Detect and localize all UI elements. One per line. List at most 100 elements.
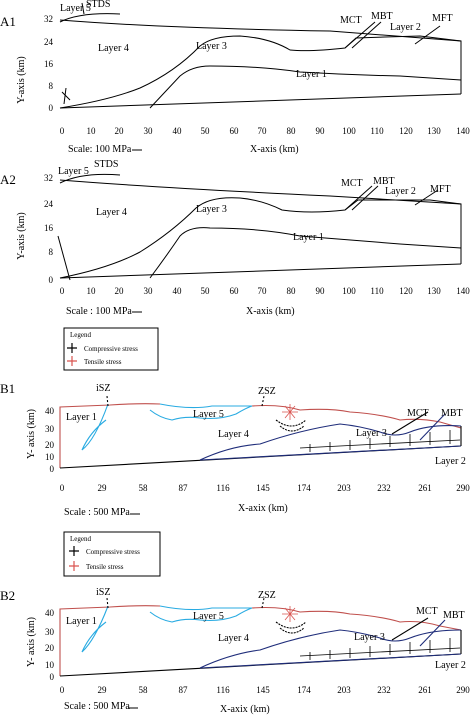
a1-mct-fault: [344, 21, 376, 49]
panel-a1-ylabel: Y-axis (km): [16, 56, 27, 104]
a2-label-layer4: Layer 4: [96, 207, 127, 218]
a1-xtick-20: 20: [115, 126, 125, 136]
b1-label-layer1: Layer 1: [66, 412, 97, 423]
b2-ytick-20: 20: [45, 643, 55, 653]
a1-ytick-16: 16: [44, 59, 54, 69]
b1-ytick-10: 10: [45, 452, 55, 462]
b2-label-layer2: Layer 2: [435, 660, 466, 671]
a2-ytick-24: 24: [44, 199, 54, 209]
b1-layer5-lens: [149, 403, 253, 421]
b1-xtick-261: 261: [418, 483, 432, 493]
compressive-stress-icon: [67, 343, 77, 353]
b2-xtick-290: 290: [456, 685, 470, 695]
b1-stress-horizontal: [299, 439, 461, 449]
a2-scale: Scale : 100 MPa: [66, 306, 132, 317]
b1-legend-compressive: Compressive stress: [86, 548, 140, 556]
b2-xtick-58: 58: [139, 685, 149, 695]
a1-label-mct: MCT: [340, 15, 362, 26]
a1-layer3-top: [59, 35, 462, 109]
a2-xtick-80: 80: [287, 286, 297, 296]
b1-xtick-87: 87: [179, 483, 189, 493]
b1-legend: Legend Compressive stress Tensile stress: [63, 531, 161, 577]
a1-xtick-50: 50: [201, 126, 211, 136]
b2-xtick-29: 29: [98, 685, 108, 695]
a1-label-layer3: Layer 3: [196, 41, 227, 52]
a2-label-mbt: MBT: [373, 176, 395, 187]
b1-tensile-zone: [275, 419, 307, 432]
b1-xtick-145: 145: [256, 483, 270, 493]
a1-xtick-100: 100: [342, 126, 356, 136]
a2-xtick-110: 110: [370, 286, 384, 296]
b2-xtick-87: 87: [179, 685, 189, 695]
a1-label-layer4: Layer 4: [98, 43, 129, 54]
b1-legend-tensile: Tensile stress: [86, 563, 124, 571]
a1-xtick-140: 140: [456, 126, 470, 136]
a1-topography: [59, 19, 462, 94]
b1-xtick-58: 58: [139, 483, 149, 493]
a2-label-layer3: Layer 3: [196, 204, 227, 215]
a2-topography: [59, 179, 462, 264]
b2-layer1-boundary: [81, 605, 109, 653]
a1-xtick-0: 0: [60, 126, 65, 136]
a2-legend-box: [63, 327, 159, 371]
b2-scale: Scale : 500 MPa: [64, 701, 130, 712]
b2-xtick-0: 0: [60, 685, 65, 695]
b1-label-isz: iSZ: [96, 383, 110, 394]
b2-label-layer3: Layer 3: [354, 632, 385, 643]
a2-mct-fault: [344, 185, 373, 211]
a2-xtick-120: 120: [399, 286, 413, 296]
b1-zsz-marker: [261, 395, 265, 407]
panel-b1-xticks: 0 29 58 87 116 145 174 203 232 261 290: [60, 483, 471, 493]
panel-a2-yticks: 0 8 16 24 32: [44, 173, 54, 285]
panel-a1-labels: Layer 5 STDS Layer 4 Layer 3 MCT MBT Lay…: [60, 0, 453, 80]
b2-mct-fault: [391, 617, 429, 641]
b2-label-layer5: Layer 5: [193, 611, 224, 622]
a2-mft-fault: [414, 189, 439, 206]
b1-xtick-29: 29: [98, 483, 108, 493]
panel-a2-geology: [57, 173, 462, 281]
panel-b1-yticks: 0 10 20 30 40: [45, 406, 55, 474]
panel-b2-geology: [59, 597, 462, 677]
a2-xtick-10: 10: [87, 286, 97, 296]
b1-tensile-cluster: [282, 404, 298, 420]
panel-b1: B1 Y- axis (km) 0 10 20 30 40: [0, 381, 471, 577]
panel-b1-ylabel: Y- axis (km): [26, 409, 37, 459]
a1-scale: Scale: 100 MPa: [68, 144, 132, 155]
a2-legend-title: Legend: [70, 331, 91, 339]
b1-layer3-base: [199, 445, 462, 461]
a1-base-line: [59, 93, 462, 109]
a2-xtick-130: 130: [427, 286, 441, 296]
b2-label-mct: MCT: [416, 606, 438, 617]
panel-a2-tag: A2: [0, 172, 16, 187]
a1-label-stds: STDS: [86, 0, 110, 10]
b2-layer5-lens: [149, 605, 253, 623]
b1-label-layer4: Layer 4: [218, 429, 249, 440]
b1-mbt-fault: [419, 413, 446, 441]
a1-label-layer2: Layer 2: [390, 22, 421, 33]
a2-xtick-0: 0: [60, 286, 65, 296]
panel-b2-labels: iSZ ZSZ Layer 1 Layer 5 Layer 4 Layer 3 …: [66, 587, 466, 671]
a1-ytick-32: 32: [44, 14, 53, 24]
b1-ytick-30: 30: [45, 424, 55, 434]
b2-label-layer1: Layer 1: [66, 616, 97, 627]
b1-ytick-20: 20: [45, 440, 55, 450]
a2-xtick-40: 40: [173, 286, 183, 296]
b2-xtick-261: 261: [418, 685, 432, 695]
b1-xtick-174: 174: [297, 483, 311, 493]
a2-layer3-bottom: [149, 227, 462, 279]
a2-ytick-32: 32: [44, 173, 53, 183]
a1-xtick-70: 70: [258, 126, 268, 136]
b1-layer3-top: [199, 423, 462, 461]
a1-xtick-80: 80: [287, 126, 297, 136]
a2-label-layer5: Layer 5: [58, 166, 89, 177]
panel-a1: A1 Y-axis (km) 0 8 16 24 32 Layer 5 STDS…: [0, 0, 470, 155]
panel-b1-geology: [59, 395, 462, 469]
a2-xtick-100: 100: [342, 286, 356, 296]
b2-xlabel: X-axix (km): [220, 704, 270, 715]
b1-label-layer5: Layer 5: [193, 409, 224, 420]
panel-b1-tag: B1: [0, 381, 15, 396]
a1-stds-fault: [81, 2, 85, 15]
a1-xtick-120: 120: [399, 126, 413, 136]
b1-label-mbt: MBT: [441, 408, 463, 419]
b2-xtick-116: 116: [216, 685, 230, 695]
